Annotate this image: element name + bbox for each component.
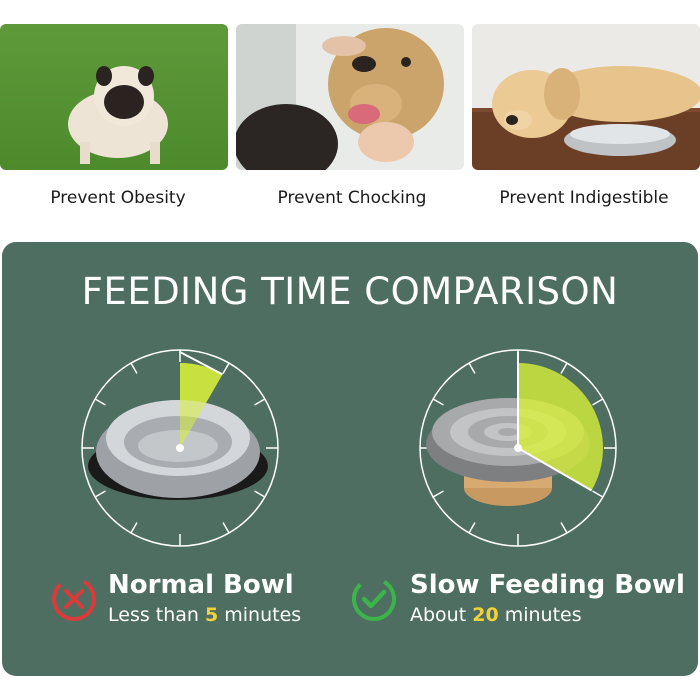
clock-ticks [81,349,279,547]
comparison-title: FEEDING TIME COMPARISON [81,270,619,313]
time-sector [518,363,603,491]
clock-tick [468,362,476,374]
time-prefix: About [410,604,473,626]
time-value: 5 [205,604,219,626]
clock-tick [254,490,266,498]
clock-tick [560,522,568,534]
normal-bowl-clock [81,349,279,547]
clock-tick [94,398,106,406]
clock-tick [592,398,604,406]
clock-center [176,444,184,452]
clock-tick [560,362,568,374]
pug-photo [0,24,228,170]
clock-tick [432,398,444,406]
time-suffix: minutes [498,604,582,626]
clock-tick [432,490,444,498]
slow-bowl-clock [419,349,617,547]
clock-hand [179,351,223,376]
clock-tick [94,490,106,498]
clock-tick [222,522,230,534]
time-suffix: minutes [218,604,302,626]
clock-tick [254,398,266,406]
clock-tick [592,490,604,498]
caption-prevent-chocking: Prevent Chocking [277,188,427,208]
clock-hand-end [517,447,593,492]
normal-bowl-label: Normal Bowl [108,570,294,600]
clock-tick [468,522,476,534]
clock-tick [222,362,230,374]
caption-prevent-indigestible: Prevent Indigestible [499,188,669,208]
x-icon [52,577,96,621]
clock-tick [130,522,138,534]
time-sector-overlay [180,363,223,448]
caption-prevent-obesity: Prevent Obesity [50,188,186,208]
slow-bowl-time: About 20 minutes [410,604,582,626]
normal-bowl-time: Less than 5 minutes [108,604,301,626]
time-prefix: Less than [108,604,205,626]
steel-bowl-icon [88,400,268,500]
time-value: 20 [472,604,499,626]
clock-tick [130,362,138,374]
slow-bowl-label: Slow Feeding Bowl [410,570,685,600]
check-icon [352,577,396,621]
clock-center [514,444,522,452]
golden-retriever-photo [236,24,464,170]
labrador-with-bowl-photo [472,24,700,170]
